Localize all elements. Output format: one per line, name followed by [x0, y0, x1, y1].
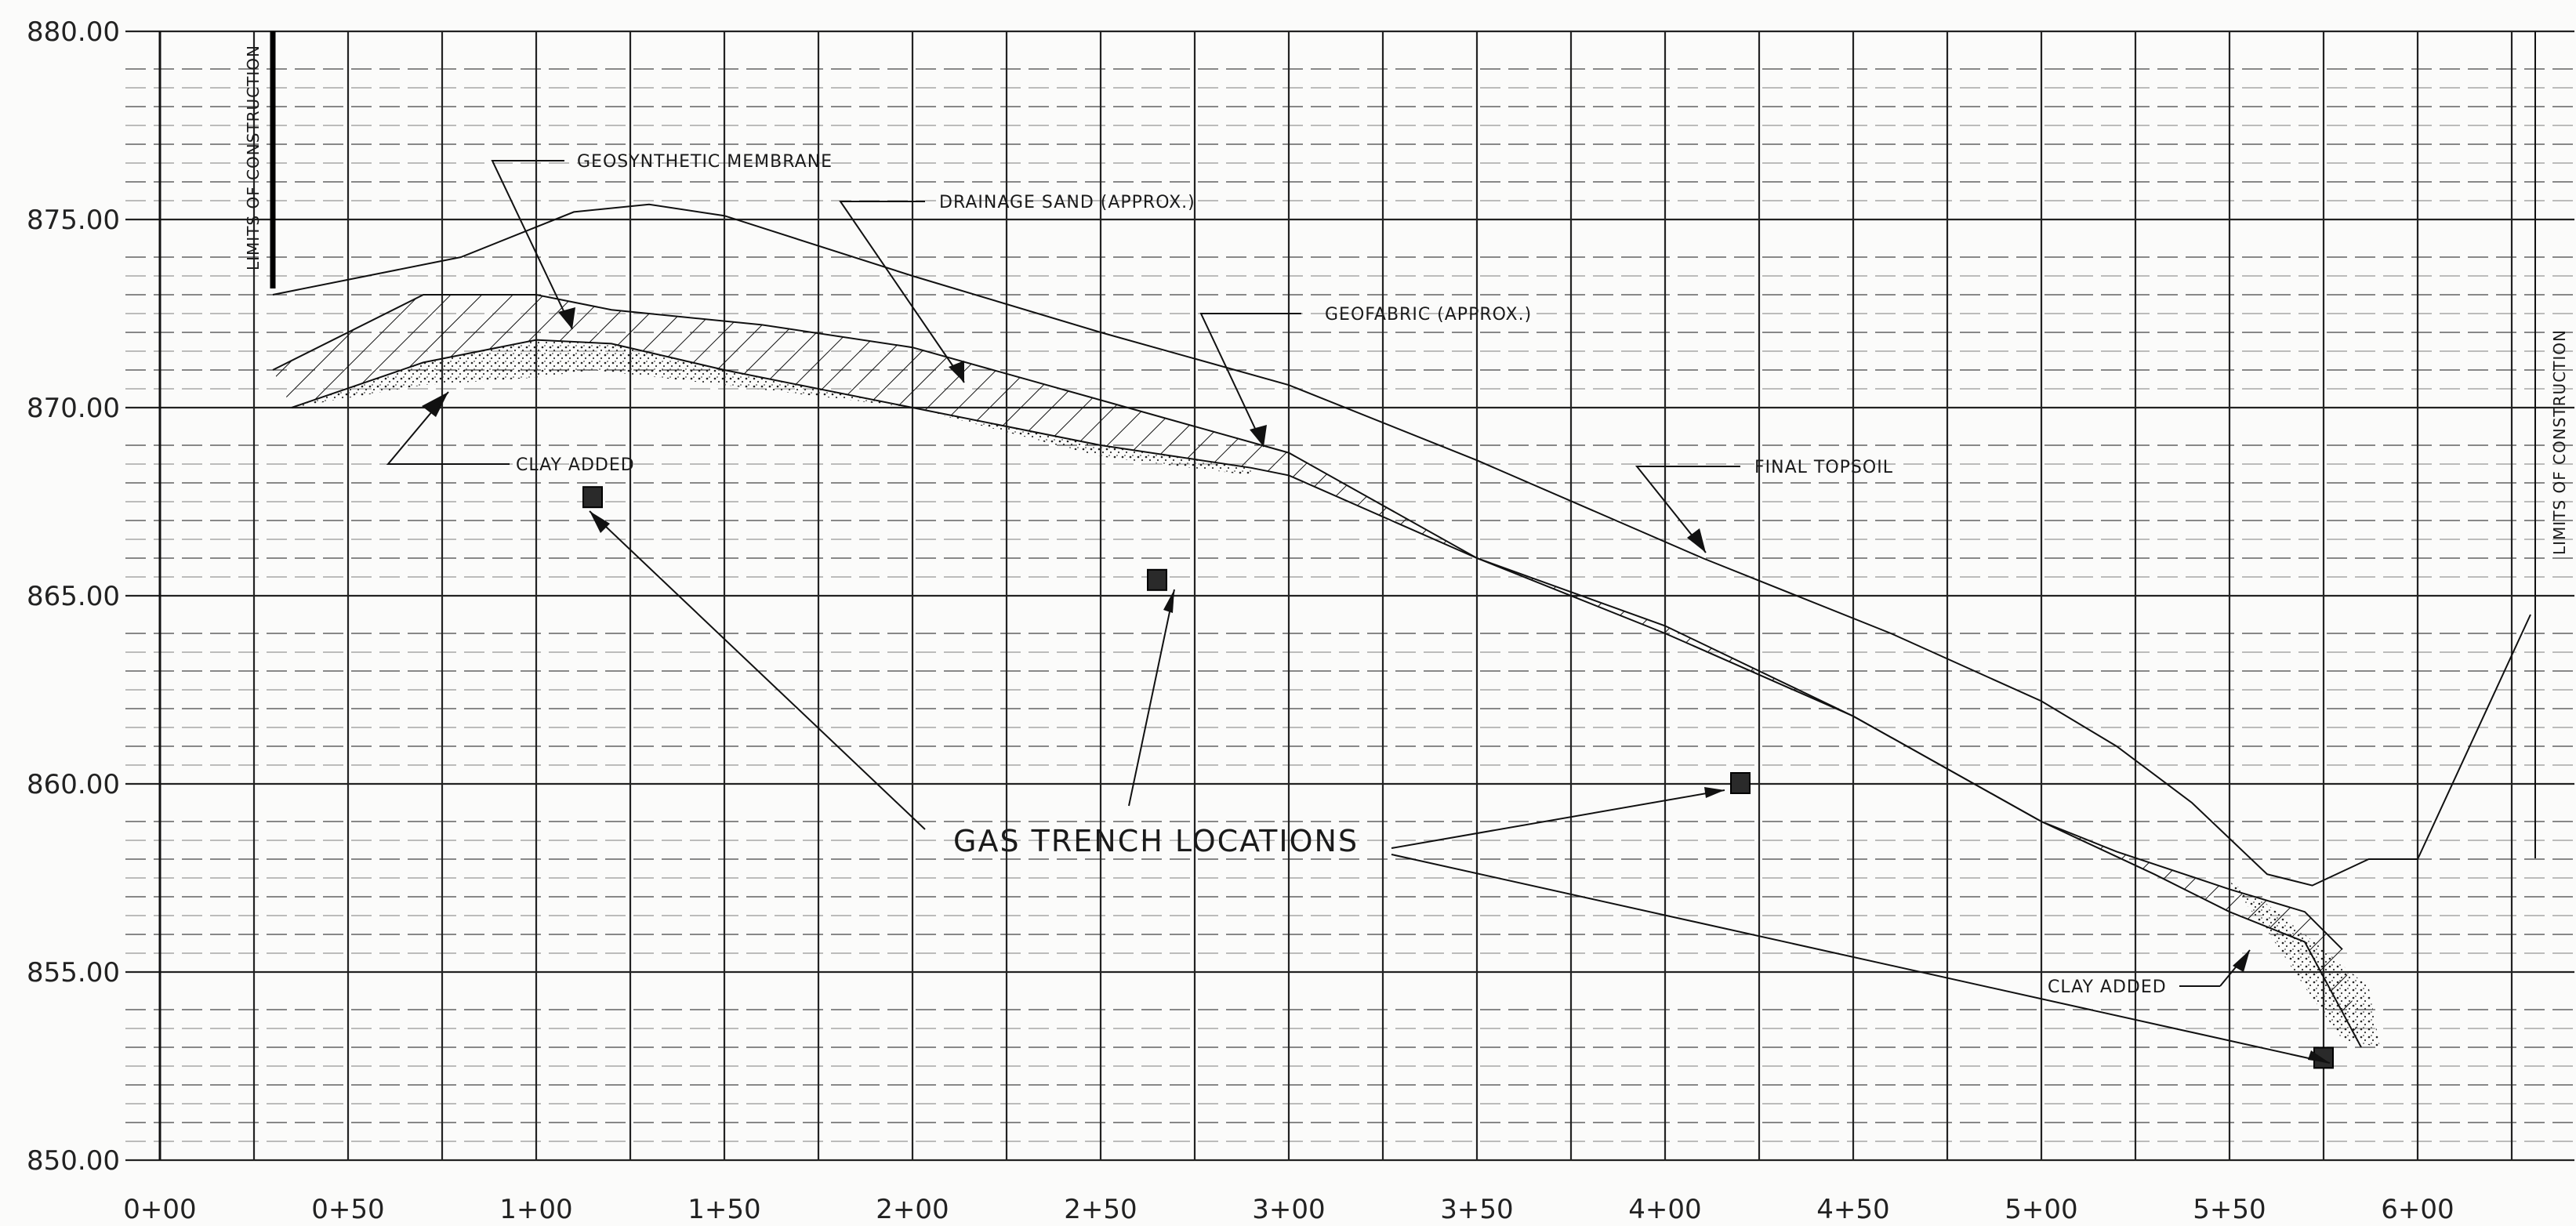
y-label-850: 850.00	[27, 1145, 120, 1177]
limits-of-construction-right: LIMITS OF CONSTRUCTION	[2534, 31, 2569, 858]
gas-trench-marker-3	[1730, 772, 1751, 794]
final-topsoil-line	[272, 203, 2531, 887]
drainage-sand-label: DRAINAGE SAND (APPROX.)	[939, 193, 1195, 212]
x-label-2: 1+00	[499, 1194, 572, 1225]
clay-added-left-label: CLAY ADDED	[516, 455, 635, 475]
y-label-855: 855.00	[27, 957, 120, 988]
y-axis-labels: 880.00 875.00 870.00 865.00 860.00 855.0…	[27, 16, 120, 1177]
drainage-sand-top-line	[272, 294, 2343, 950]
y-label-865: 865.00	[27, 581, 120, 612]
annotation-labels: GEOSYNTHETIC MEMBRANE DRAINAGE SAND (APP…	[516, 152, 2167, 997]
y-label-870: 870.00	[27, 393, 120, 424]
x-label-7: 3+50	[1440, 1194, 1513, 1225]
x-label-0: 0+00	[123, 1194, 196, 1225]
y-label-880: 880.00	[27, 16, 120, 48]
gas-trench-marker-1	[582, 486, 603, 509]
geosynthetic-membrane-line	[291, 339, 2362, 1048]
y-label-875: 875.00	[27, 205, 120, 236]
soil-layers	[272, 203, 2531, 1048]
y-label-860: 860.00	[27, 769, 120, 800]
x-label-5: 2+50	[1064, 1194, 1137, 1225]
clay-added-right-area	[2230, 881, 2380, 1047]
x-label-1: 0+50	[311, 1194, 384, 1225]
clay-added-left-area	[292, 339, 1251, 476]
limits-left-label: LIMITS OF CONSTRUCTION	[244, 45, 263, 270]
x-label-6: 3+00	[1252, 1194, 1325, 1225]
annotation-leaders	[386, 160, 2331, 1064]
x-label-8: 4+00	[1628, 1194, 1701, 1225]
x-axis-labels: 0+00 0+50 1+00 1+50 2+00 2+50 3+00 3+50 …	[123, 1194, 2454, 1225]
final-topsoil-label: FINAL TOPSOIL	[1754, 458, 1893, 477]
geosynthetic-membrane-label: GEOSYNTHETIC MEMBRANE	[577, 152, 833, 172]
x-label-9: 4+50	[1816, 1194, 1889, 1225]
x-label-3: 1+50	[688, 1194, 760, 1225]
limits-right-label: LIMITS OF CONSTRUCTION	[2550, 329, 2569, 555]
clay-added-right-label: CLAY ADDED	[2048, 978, 2167, 997]
x-label-10: 5+00	[2005, 1194, 2077, 1225]
limits-of-construction-left: LIMITS OF CONSTRUCTION	[244, 31, 276, 288]
x-label-12: 6+00	[2381, 1194, 2454, 1225]
gas-trench-marker-2	[1147, 568, 1167, 591]
x-label-11: 5+50	[2193, 1194, 2266, 1225]
grid	[125, 30, 2574, 1162]
gas-trench-locations-label: GAS TRENCH LOCATIONS	[953, 824, 1359, 858]
geofabric-label: GEOFABRIC (APPROX.)	[1325, 305, 1532, 325]
x-label-4: 2+00	[876, 1194, 949, 1225]
